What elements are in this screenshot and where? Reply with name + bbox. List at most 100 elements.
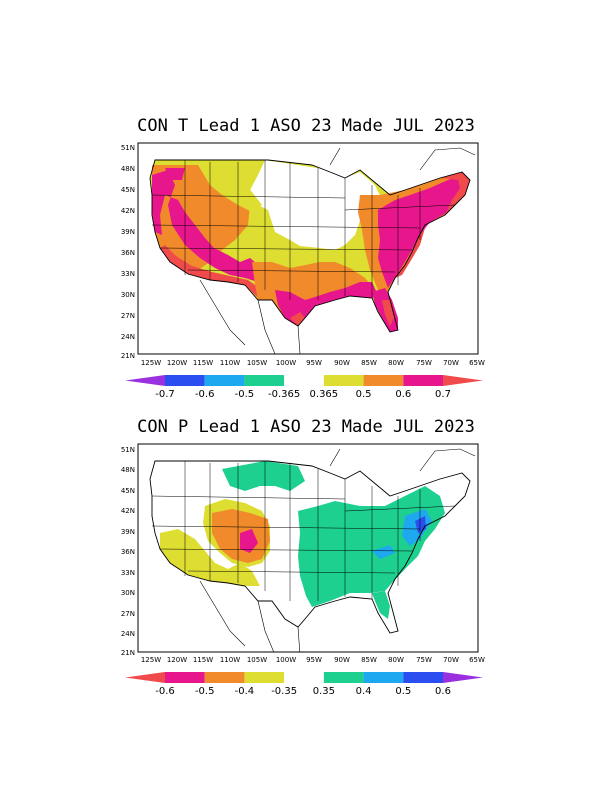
colorbar-label: -0.365	[268, 389, 300, 400]
precipitation-map	[138, 444, 478, 652]
lat-tick: 24N	[121, 630, 135, 638]
lon-tick: 65W	[469, 359, 485, 367]
temperature-orange-west	[152, 165, 250, 272]
lat-tick: 21N	[121, 649, 135, 657]
lat-tick: 51N	[121, 446, 135, 454]
lon-tick: 125W	[141, 656, 161, 664]
colorbar-label: 0.6	[435, 686, 451, 697]
lon-tick: 100W	[276, 656, 296, 664]
colorbar-label: -0.35	[271, 686, 297, 697]
lon-tick: 115W	[193, 359, 213, 367]
colorbar-end-right	[443, 375, 483, 386]
colorbar-segment	[403, 375, 443, 386]
precipitation-magenta-core	[240, 529, 258, 553]
temperature-map	[138, 143, 478, 354]
colorbar-segment	[165, 375, 205, 386]
lat-tick: 48N	[121, 165, 135, 173]
lat-tick: 27N	[121, 610, 135, 618]
colorbar-label: -0.6	[155, 686, 175, 697]
lat-tick: 24N	[121, 333, 135, 341]
lon-tick: 80W	[388, 656, 404, 664]
temperature-lon-axis: 125W 120W 115W 110W 105W 100W 95W 90W 85…	[141, 359, 485, 367]
colorbar-segment	[323, 375, 364, 386]
colorbar-segment	[244, 375, 285, 386]
lon-tick: 75W	[416, 359, 432, 367]
temperature-state-lines	[151, 160, 456, 300]
lon-tick: 80W	[388, 359, 404, 367]
lon-tick: 100W	[276, 359, 296, 367]
lat-tick: 21N	[121, 352, 135, 360]
colorbar-segment	[403, 672, 443, 683]
colorbar-segment	[284, 375, 324, 386]
colorbar-label: -0.4	[235, 686, 255, 697]
lat-tick: 27N	[121, 312, 135, 320]
colorbar-label: 0.365	[310, 389, 339, 400]
lon-tick: 115W	[193, 656, 213, 664]
lon-tick: 85W	[361, 656, 377, 664]
lat-tick: 48N	[121, 466, 135, 474]
lon-tick: 110W	[220, 359, 240, 367]
precipitation-lat-axis: 51N 48N 45N 42N 39N 36N 33N 30N 27N 24N …	[121, 446, 135, 657]
precipitation-map-frame	[137, 443, 479, 653]
temperature-red-northeast	[440, 172, 470, 215]
precipitation-green-north	[222, 461, 305, 491]
lat-tick: 30N	[121, 589, 135, 597]
lat-tick: 39N	[121, 528, 135, 536]
colorbar-segment	[284, 672, 324, 683]
colorbar-segment	[363, 672, 404, 683]
temperature-yellow-northwest	[198, 165, 262, 212]
precipitation-lon-axis: 125W 120W 115W 110W 105W 100W 95W 90W 85…	[141, 656, 485, 664]
colorbar-label: 0.6	[395, 389, 411, 400]
colorbar-segment	[204, 672, 245, 683]
lat-tick: 45N	[121, 186, 135, 194]
colorbar-label: -0.6	[195, 389, 215, 400]
precipitation-map-title: CON P Lead 1 ASO 23 Made JUL 2023	[137, 417, 475, 437]
colorbar-end-left	[125, 672, 165, 683]
temperature-colorbar: -0.7 -0.6 -0.5 -0.365 0.365 0.5 0.6 0.7	[125, 375, 483, 400]
colorbar-segment	[323, 672, 364, 683]
temperature-white-region-2	[318, 170, 342, 205]
colorbar-label: 0.35	[313, 686, 335, 697]
lon-tick: 70W	[443, 656, 459, 664]
lat-tick: 30N	[121, 291, 135, 299]
lat-tick: 42N	[121, 507, 135, 515]
colorbar-segment	[244, 672, 285, 683]
lon-tick: 120W	[167, 359, 187, 367]
precipitation-neighbor-outline	[199, 448, 476, 652]
colorbar-label: -0.5	[195, 686, 215, 697]
colorbar-label: -0.5	[235, 389, 255, 400]
colorbar-end-left	[125, 375, 165, 386]
lon-tick: 75W	[416, 656, 432, 664]
lon-tick: 90W	[334, 359, 350, 367]
lon-tick: 95W	[306, 656, 322, 664]
lat-tick: 36N	[121, 548, 135, 556]
lat-tick: 36N	[121, 249, 135, 257]
temperature-map-title: CON T Lead 1 ASO 23 Made JUL 2023	[137, 116, 475, 136]
precipitation-green-florida	[372, 591, 390, 619]
temperature-red-southeast-coast	[395, 228, 425, 278]
lat-tick: 45N	[121, 487, 135, 495]
temperature-map-frame	[137, 142, 479, 355]
colorbar-label: 0.7	[435, 389, 451, 400]
colorbar-end-right	[443, 672, 483, 683]
temperature-neighbor-outline	[199, 147, 476, 354]
colorbar-label: 0.4	[356, 686, 372, 697]
temperature-red-florida	[382, 300, 394, 326]
temperature-magenta-northwest	[165, 168, 185, 180]
colorbar-segment	[204, 375, 245, 386]
lat-tick: 33N	[121, 270, 135, 278]
colorbar-label: -0.7	[155, 389, 175, 400]
colorbar-label: 0.5	[395, 686, 411, 697]
lon-tick: 90W	[334, 656, 350, 664]
temperature-red-texas	[290, 312, 305, 326]
precipitation-state-lines	[151, 461, 456, 601]
lon-tick: 85W	[361, 359, 377, 367]
lat-tick: 51N	[121, 144, 135, 152]
lat-tick: 33N	[121, 569, 135, 577]
precipitation-colorbar: -0.6 -0.5 -0.4 -0.35 0.35 0.4 0.5 0.6	[125, 672, 483, 697]
colorbar-label: 0.5	[356, 389, 372, 400]
lon-tick: 65W	[469, 656, 485, 664]
lon-tick: 70W	[443, 359, 459, 367]
lon-tick: 105W	[247, 359, 267, 367]
